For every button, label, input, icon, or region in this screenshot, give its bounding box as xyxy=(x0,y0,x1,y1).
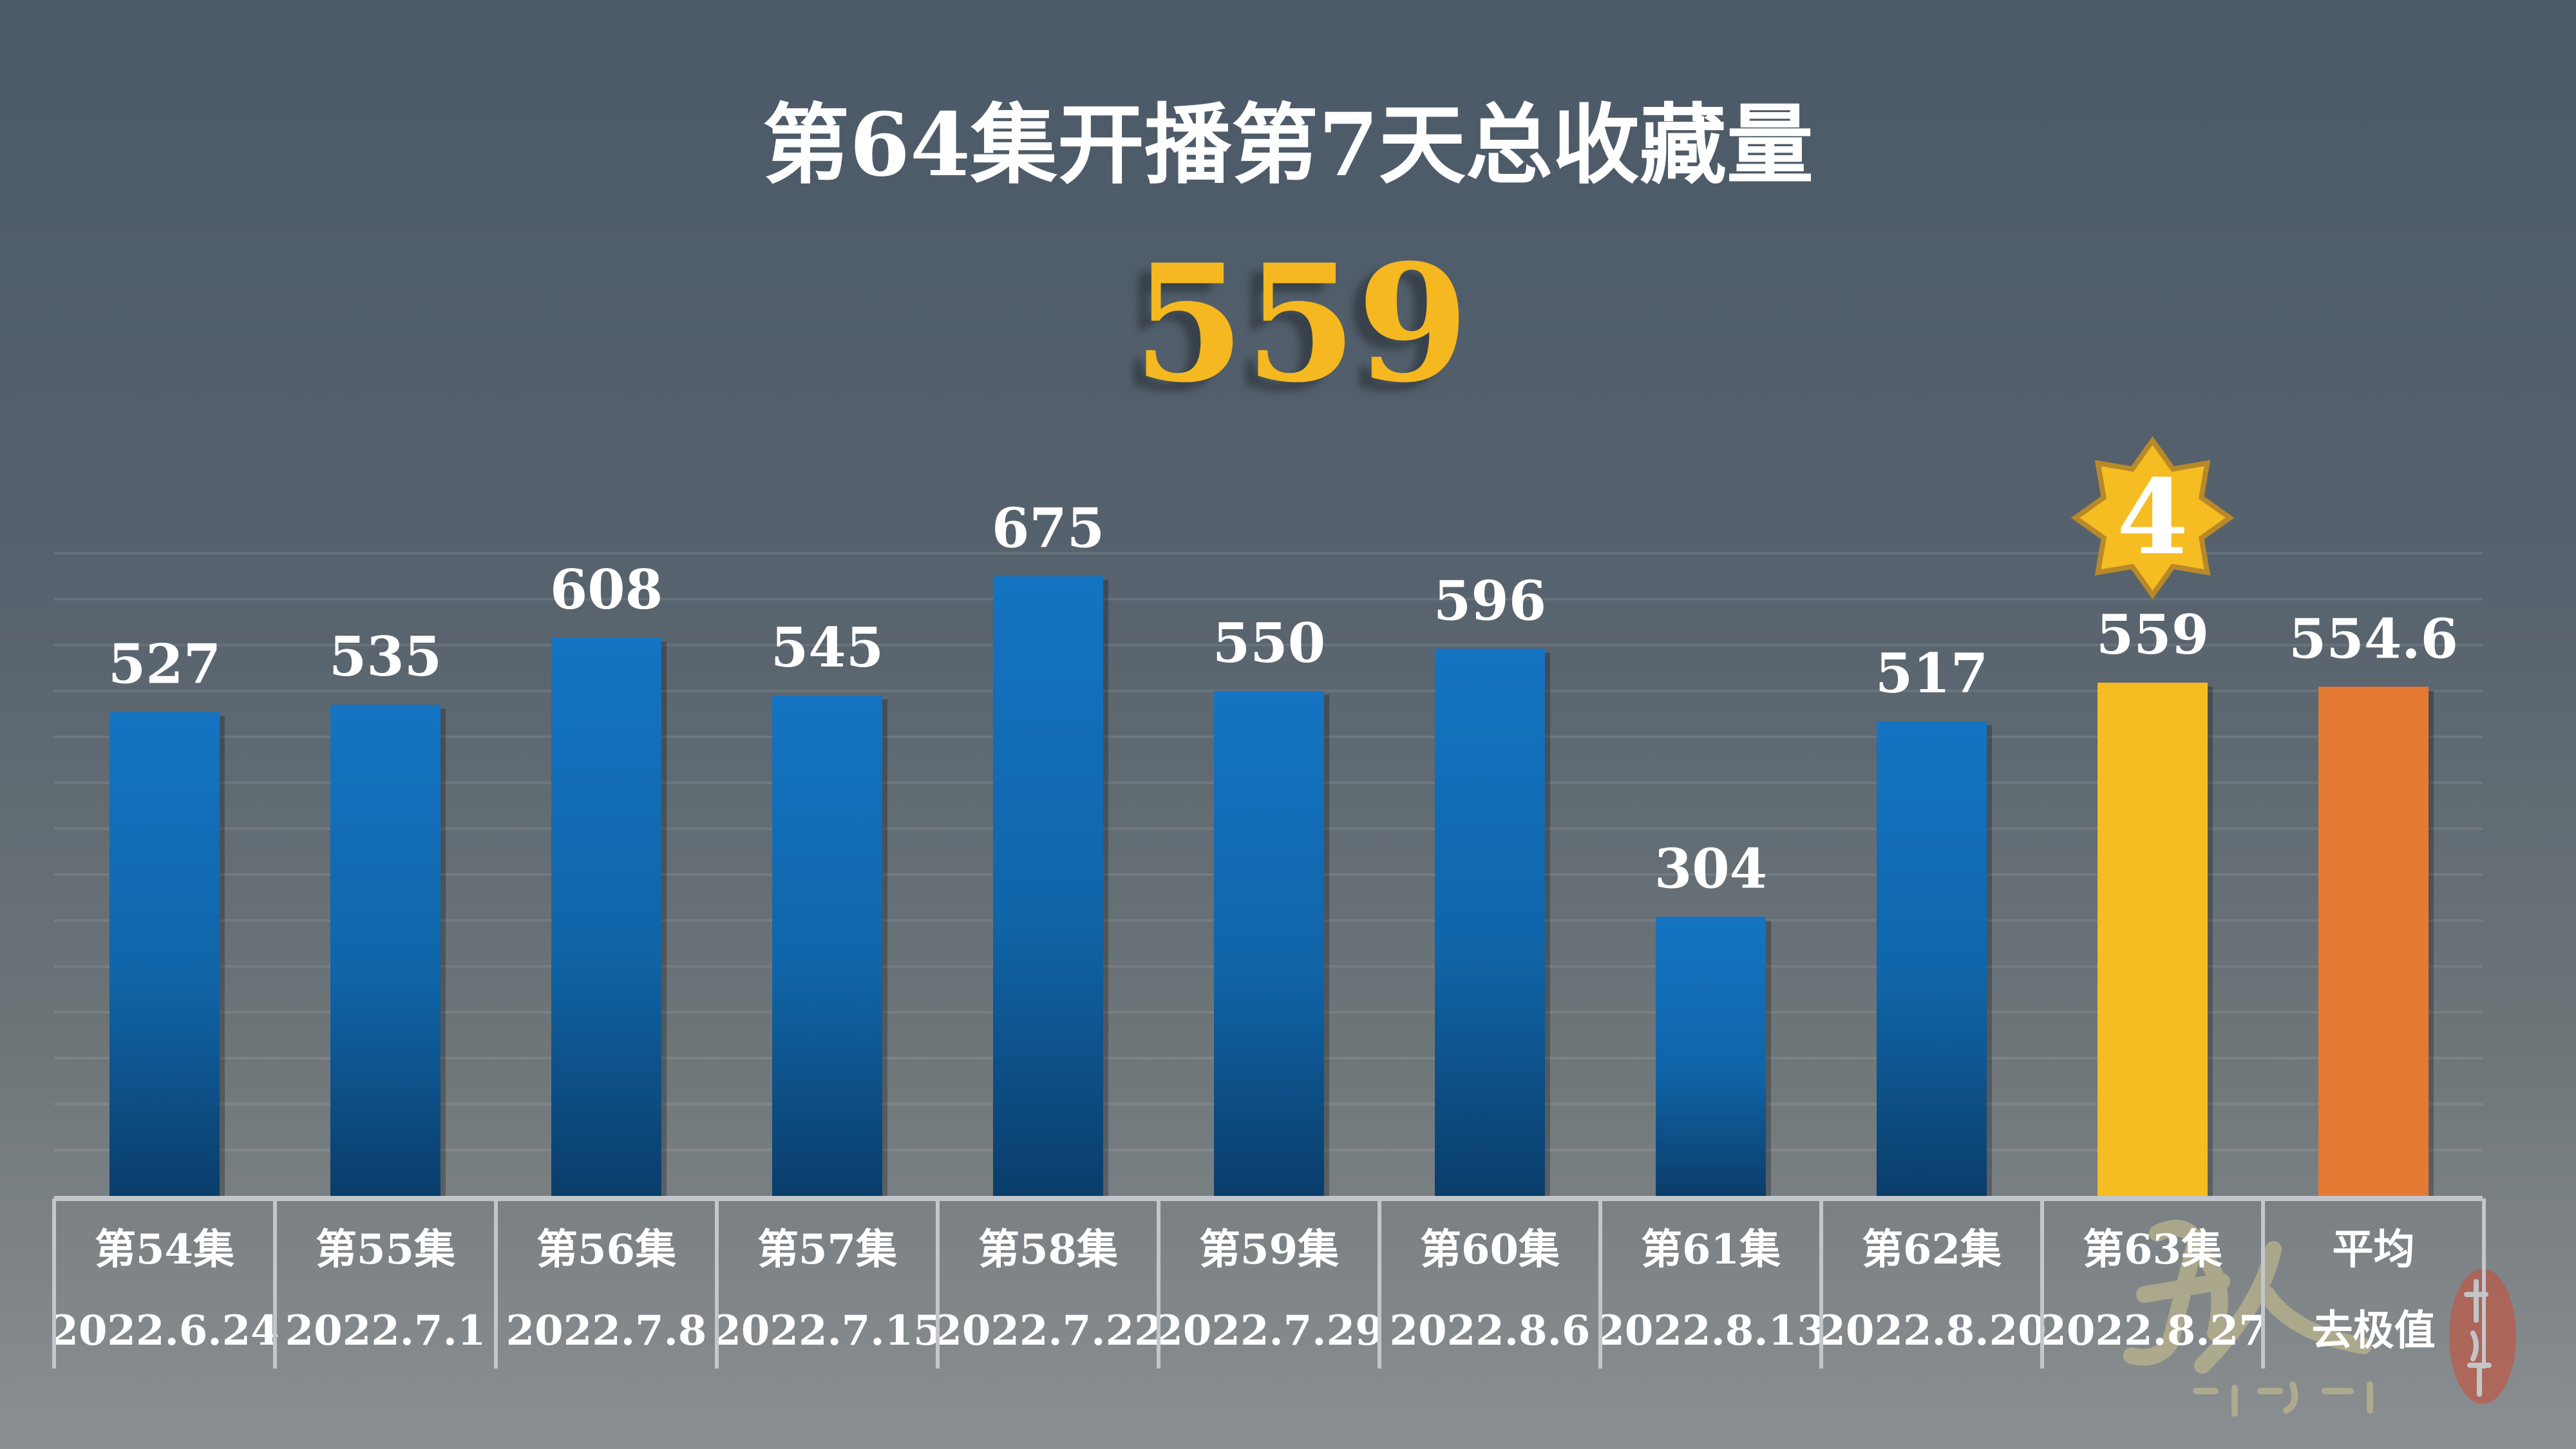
bar-第59集 xyxy=(1214,690,1324,1196)
value-label: 527 xyxy=(108,632,221,696)
category-label: 第57集 xyxy=(757,1226,897,1274)
value-label: 596 xyxy=(1434,569,1546,632)
category-label: 第59集 xyxy=(1199,1226,1339,1274)
bar-第54集 xyxy=(109,712,220,1196)
date-label: 2022.7.8 xyxy=(506,1307,707,1355)
bar-第61集 xyxy=(1656,916,1766,1196)
value-label: 550 xyxy=(1213,611,1325,675)
category-label: 第62集 xyxy=(1862,1226,2002,1274)
value-label: 304 xyxy=(1654,837,1767,901)
category-label: 第61集 xyxy=(1641,1226,1781,1274)
bar-第58集 xyxy=(993,576,1103,1196)
date-label: 去极值 xyxy=(2312,1307,2436,1355)
category-label: 第54集 xyxy=(95,1226,234,1274)
date-label: 2022.8.6 xyxy=(1390,1307,1591,1355)
category-label: 第56集 xyxy=(536,1226,676,1274)
date-label: 2022.6.24 xyxy=(50,1307,279,1355)
value-label: 535 xyxy=(329,625,442,688)
value-label: 559 xyxy=(2096,603,2209,667)
date-label: 2022.8.20 xyxy=(1817,1307,2046,1355)
value-label: 545 xyxy=(771,616,884,679)
category-table: 第54集 2022.6.24 第55集 2022.7.1 第56集 2022.7.8 第57… xyxy=(50,1196,2486,1368)
chart-title: 第64集开播第7天总收藏量 xyxy=(762,93,1814,196)
date-label: 2022.7.22 xyxy=(933,1307,1162,1355)
bar-第55集 xyxy=(330,705,440,1196)
category-label: 第60集 xyxy=(1420,1226,1560,1274)
value-label: 554.6 xyxy=(2289,607,2458,670)
date-label: 2022.7.1 xyxy=(285,1307,486,1355)
bar-第60集 xyxy=(1435,649,1545,1196)
category-label: 第58集 xyxy=(978,1226,1118,1274)
headline-value: 559 xyxy=(1133,229,1469,418)
bar-平均 xyxy=(2318,687,2429,1196)
category-label: 平均 xyxy=(2333,1226,2415,1274)
bar-第62集 xyxy=(1877,721,1987,1196)
date-label: 2022.7.15 xyxy=(712,1307,942,1355)
category-label: 第63集 xyxy=(2083,1226,2222,1274)
rank-badge-star-icon xyxy=(2070,436,2235,600)
category-label: 第55集 xyxy=(316,1226,455,1274)
date-label: 2022.8.13 xyxy=(1596,1307,1825,1355)
value-label: 608 xyxy=(550,558,663,621)
bar-第56集 xyxy=(551,638,661,1196)
rank-badge-text: 4 xyxy=(2117,457,2188,578)
value-label: 675 xyxy=(992,497,1104,560)
bar-第57集 xyxy=(772,695,882,1196)
value-label: 517 xyxy=(1875,641,1988,705)
bar-第63集 xyxy=(2098,683,2208,1196)
date-label: 2022.7.29 xyxy=(1154,1307,1383,1355)
date-label: 2022.8.27 xyxy=(2038,1307,2267,1355)
